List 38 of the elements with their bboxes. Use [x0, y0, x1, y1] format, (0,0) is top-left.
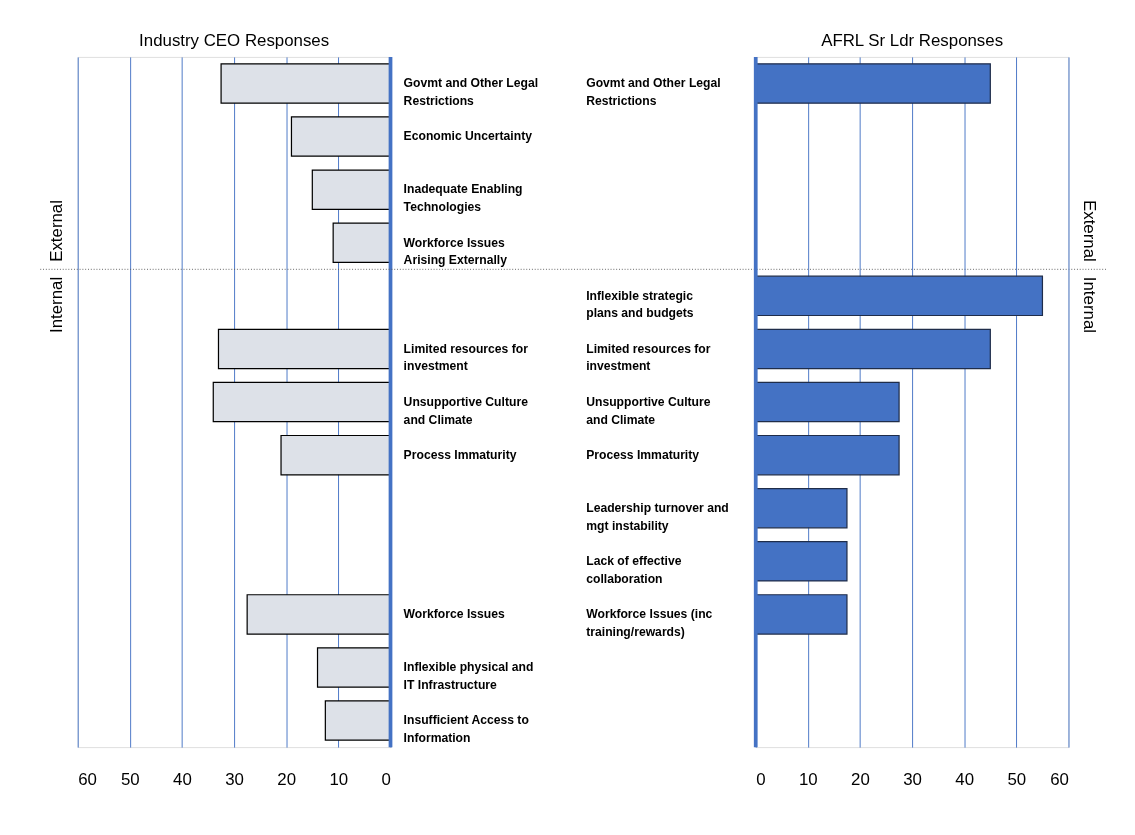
x-tick-label: 10: [329, 770, 349, 790]
text: Internal: [46, 276, 66, 333]
y-tick-label: Limited resources for investment: [586, 341, 711, 374]
x-tick-label: 20: [277, 770, 297, 790]
y-tick-label: Inadequate Enabling Technologies: [403, 182, 523, 215]
x-tick-label: 0: [381, 770, 391, 790]
y-tick-label: Inflexible strategic plans and budgets: [586, 288, 694, 321]
y-tick-label: Govmt and Other Legal Restrictions: [586, 76, 721, 109]
x-tick-label: 30: [225, 770, 244, 790]
y-tick-label: Process Immaturity: [586, 447, 700, 462]
x-tick-label: 40: [955, 770, 975, 790]
text: Internal: [1080, 276, 1100, 333]
y-tick-label: Workforce Issues (inc training/rewards): [586, 607, 713, 639]
y-tick-label: Inflexible physical and IT Infrastructure: [403, 660, 534, 693]
chart-title: Industry CEO Responses: [139, 30, 330, 50]
y-tick-label: Unsupportive Culture and Climate: [586, 394, 711, 427]
y-tick-label: Process Immaturity: [403, 447, 517, 462]
y-tick-label: Insufficient Access to Information: [403, 713, 529, 746]
x-tick-label: 40: [173, 770, 192, 790]
x-tick-label: 10: [798, 770, 818, 790]
y-tick-label: Leadership turnover and mgt instability: [586, 500, 729, 533]
y-tick-label: Workforce Issues Arising Externally: [403, 235, 508, 268]
y-tick-label: Lack of effective collaboration: [586, 554, 682, 586]
x-tick-label: 50: [1007, 770, 1027, 790]
x-tick-label: 0: [756, 770, 766, 790]
chart-title: AFRL Sr Ldr Responses: [821, 30, 1004, 50]
y-tick-label: Govmt and Other Legal Restrictions: [403, 76, 539, 109]
text: External: [1080, 200, 1100, 262]
y-tick-label: Limited resources for investment: [403, 341, 529, 374]
y-tick-label: Economic Uncertainty: [403, 129, 533, 144]
y-tick-label: Workforce Issues: [403, 607, 505, 622]
x-tick-label: 60: [1050, 770, 1069, 790]
x-tick-label: 50: [120, 770, 140, 790]
text: External: [46, 200, 66, 262]
x-tick-label: 20: [851, 770, 870, 790]
y-tick-label: Unsupportive Culture and Climate: [403, 394, 529, 427]
x-tick-label: 60: [78, 770, 97, 790]
x-tick-label: 30: [903, 770, 922, 790]
